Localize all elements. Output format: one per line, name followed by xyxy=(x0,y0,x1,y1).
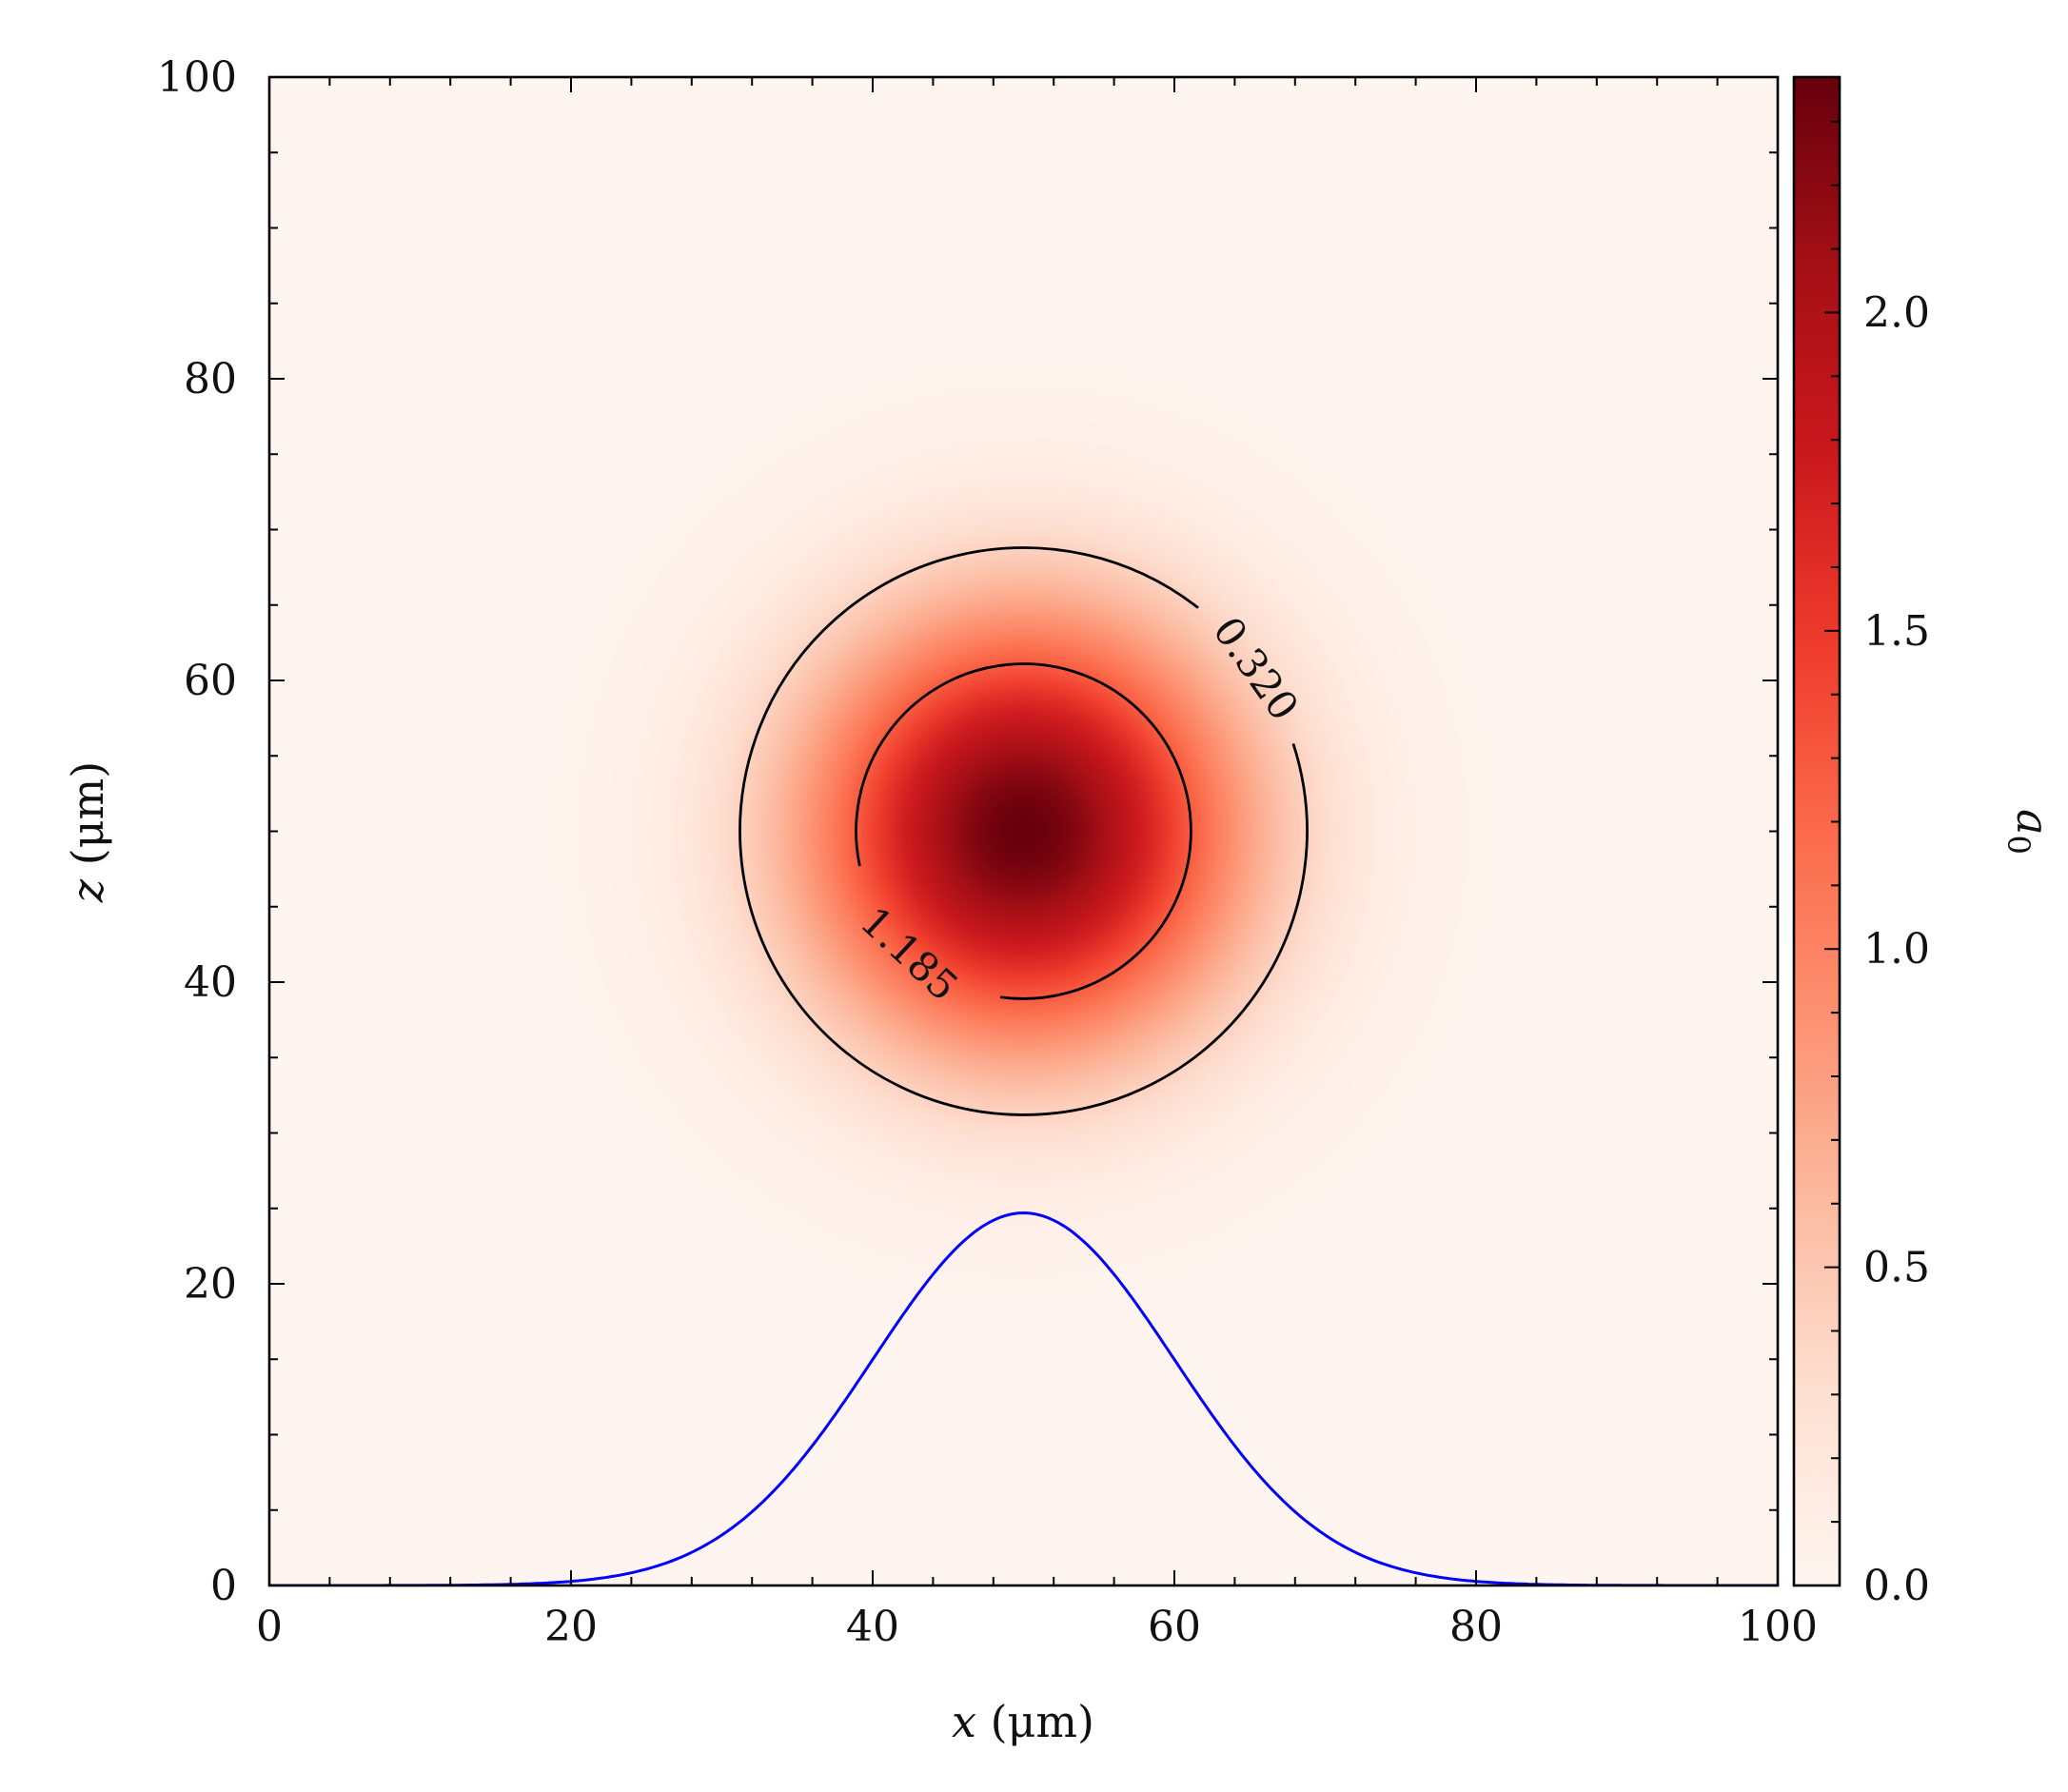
x-axis-label: x (μm) xyxy=(952,1696,1094,1747)
gaussian-profile-line xyxy=(269,1211,1778,1585)
contour-line-1 xyxy=(855,662,1192,1000)
x-axis-ticks: 0 20 40 60 80 100 xyxy=(256,77,1818,1651)
x-tick-label: 60 xyxy=(1148,1603,1201,1651)
y-tick-label: 40 xyxy=(184,958,237,1007)
y-axis-ticks: 0 20 40 60 80 100 xyxy=(157,53,1778,1610)
x-tick-label: 100 xyxy=(1738,1603,1818,1651)
contour-line-0 xyxy=(739,546,1309,1116)
colorbar: 0.0 0.5 1.0 1.5 2.0 a0 xyxy=(1792,75,2058,1610)
x-tick-label: 40 xyxy=(846,1603,899,1651)
colorbar-fill xyxy=(1794,77,1840,1585)
heatmap-field xyxy=(269,77,1778,1585)
colorbar-label: a0 xyxy=(2000,809,2058,855)
colorbar-ticks: 0.0 0.5 1.0 1.5 2.0 xyxy=(1824,120,1930,1610)
y-tick-label: 20 xyxy=(184,1260,237,1309)
colorbar-tick-label: 0.5 xyxy=(1863,1244,1930,1292)
colorbar-tick-label: 0.0 xyxy=(1863,1562,1930,1610)
y-tick-label: 80 xyxy=(184,355,237,404)
y-tick-label: 60 xyxy=(184,657,237,705)
y-tick-label: 100 xyxy=(157,53,237,102)
x-tick-label: 0 xyxy=(256,1603,283,1651)
x-tick-label: 20 xyxy=(544,1603,598,1651)
colorbar-tick-label: 2.0 xyxy=(1863,288,1930,337)
y-axis-label: z (μm) xyxy=(62,761,113,903)
colorbar-frame xyxy=(1792,75,1842,1587)
colorbar-tick-label: 1.5 xyxy=(1863,607,1930,656)
colorbar-tick-label: 1.0 xyxy=(1863,925,1930,974)
x-tick-label: 80 xyxy=(1449,1603,1503,1651)
y-tick-label: 0 xyxy=(210,1562,237,1610)
